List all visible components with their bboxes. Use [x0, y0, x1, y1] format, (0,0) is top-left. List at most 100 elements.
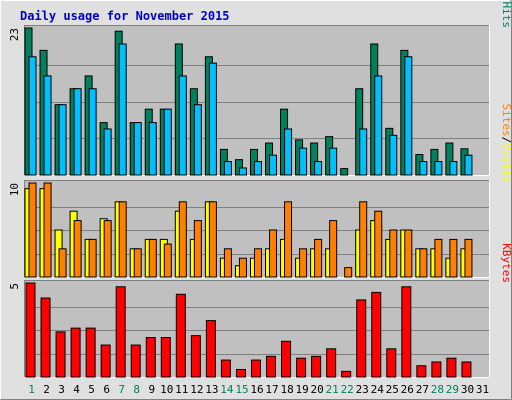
bar-files-day-30 [464, 154, 473, 176]
bar-kbytes-day-21 [326, 348, 337, 378]
x-tick-label-day-6: 6 [103, 383, 110, 396]
bars-bottom [25, 282, 472, 378]
bar-files-day-9 [148, 122, 157, 176]
bar-sites-day-21 [329, 220, 338, 278]
x-tick-label-day-17: 17 [265, 383, 278, 396]
bars-top [24, 27, 473, 176]
x-tick-label-day-19: 19 [295, 383, 308, 396]
bar-files-day-25 [389, 134, 398, 176]
legend-bottom: KBytes [500, 243, 512, 283]
y-max-label: 23 [8, 28, 21, 41]
bar-files-day-17 [269, 154, 278, 176]
bar-kbytes-day-9 [145, 337, 156, 378]
x-tick-label-day-12: 12 [190, 383, 203, 396]
bar-kbytes-day-13 [205, 320, 216, 378]
bar-kbytes-day-12 [190, 335, 201, 378]
x-tick-label-day-9: 9 [148, 383, 155, 396]
bar-kbytes-day-25 [386, 348, 397, 378]
bar-sites-day-14 [223, 248, 232, 278]
bar-kbytes-day-30 [461, 361, 472, 378]
bar-files-day-12 [193, 104, 202, 176]
bar-files-day-11 [178, 75, 187, 176]
bars-middle [24, 182, 473, 278]
bar-kbytes-day-18 [281, 340, 292, 378]
bar-files-day-3 [58, 104, 67, 176]
bar-sites-day-20 [314, 238, 323, 278]
bar-kbytes-day-7 [115, 286, 126, 378]
bar-kbytes-day-22 [341, 370, 352, 378]
bar-kbytes-day-23 [356, 299, 367, 378]
bar-files-day-14 [223, 161, 232, 176]
bar-kbytes-day-8 [130, 344, 141, 378]
x-tick-label-day-28: 28 [431, 383, 444, 396]
bar-sites-day-9 [148, 238, 157, 278]
bar-sites-day-7 [118, 201, 127, 278]
bar-sites-day-1 [28, 182, 37, 278]
x-tick-label-day-29: 29 [446, 383, 459, 396]
bar-sites-day-25 [389, 229, 398, 278]
bar-sites-day-18 [284, 201, 293, 278]
x-tick-label-day-1: 1 [28, 383, 35, 396]
x-tick-label-day-4: 4 [73, 383, 80, 396]
bar-files-day-15 [238, 167, 247, 176]
x-tick-label-day-26: 26 [401, 383, 414, 396]
bar-kbytes-day-24 [371, 291, 382, 378]
x-tick-label-day-16: 16 [250, 383, 263, 396]
bar-sites-day-24 [374, 210, 383, 278]
bar-files-day-2 [43, 75, 52, 176]
x-tick-label-day-31: 31 [476, 383, 489, 396]
bar-kbytes-day-20 [311, 355, 322, 378]
x-tick-label-day-15: 15 [235, 383, 248, 396]
bar-sites-day-6 [103, 220, 112, 278]
x-tick-label-day-7: 7 [118, 383, 125, 396]
x-tick-label-day-10: 10 [160, 383, 173, 396]
bar-kbytes-day-11 [175, 293, 186, 378]
bar-kbytes-day-3 [55, 331, 66, 378]
bar-sites-day-27 [419, 248, 428, 278]
bar-sites-day-26 [404, 229, 413, 278]
x-tick-label-day-13: 13 [205, 383, 218, 396]
legend-entry: KBytes [500, 243, 512, 283]
bar-files-day-1 [28, 56, 37, 176]
bar-sites-day-5 [88, 238, 97, 278]
bar-sites-day-23 [359, 201, 368, 278]
panel-bottom: 5 KBytes [8, 243, 512, 378]
bar-hits-day-22 [340, 168, 349, 176]
x-tick-label-day-11: 11 [175, 383, 188, 396]
bar-files-day-26 [404, 56, 413, 176]
bar-files-day-27 [419, 161, 428, 176]
x-tick-label-day-30: 30 [461, 383, 474, 396]
bar-files-day-18 [284, 128, 293, 176]
x-tick-label-day-22: 22 [341, 383, 354, 396]
x-tick-label-day-27: 27 [416, 383, 429, 396]
bar-files-day-6 [103, 128, 112, 176]
bar-files-day-5 [88, 88, 97, 176]
bar-sites-day-11 [178, 201, 187, 278]
bar-kbytes-day-1 [25, 282, 36, 378]
bar-files-day-4 [73, 88, 82, 176]
bar-sites-day-29 [449, 238, 458, 278]
bar-sites-day-16 [253, 248, 262, 278]
x-tick-label-day-24: 24 [371, 383, 385, 396]
bar-files-day-24 [374, 75, 383, 176]
bar-sites-day-28 [434, 238, 443, 278]
bar-files-day-10 [163, 108, 172, 176]
bar-sites-day-12 [193, 220, 202, 278]
bar-sites-day-4 [73, 220, 82, 278]
x-tick-label-day-14: 14 [220, 383, 234, 396]
bar-sites-day-10 [163, 243, 172, 278]
bar-files-day-28 [434, 161, 443, 176]
bar-sites-day-15 [238, 257, 247, 278]
panel-top: 23 Pages/Files/Hits [8, 0, 512, 176]
bar-sites-day-8 [133, 248, 142, 278]
chart-title: Daily usage for November 2015 [20, 9, 230, 23]
x-tick-label-day-3: 3 [58, 383, 65, 396]
bar-kbytes-day-17 [266, 355, 277, 378]
bar-sites-day-13 [208, 201, 217, 278]
bar-kbytes-day-27 [416, 365, 427, 378]
bar-files-day-8 [133, 122, 142, 176]
legend-entry: Sites [500, 104, 512, 137]
bar-sites-day-3 [58, 248, 67, 278]
